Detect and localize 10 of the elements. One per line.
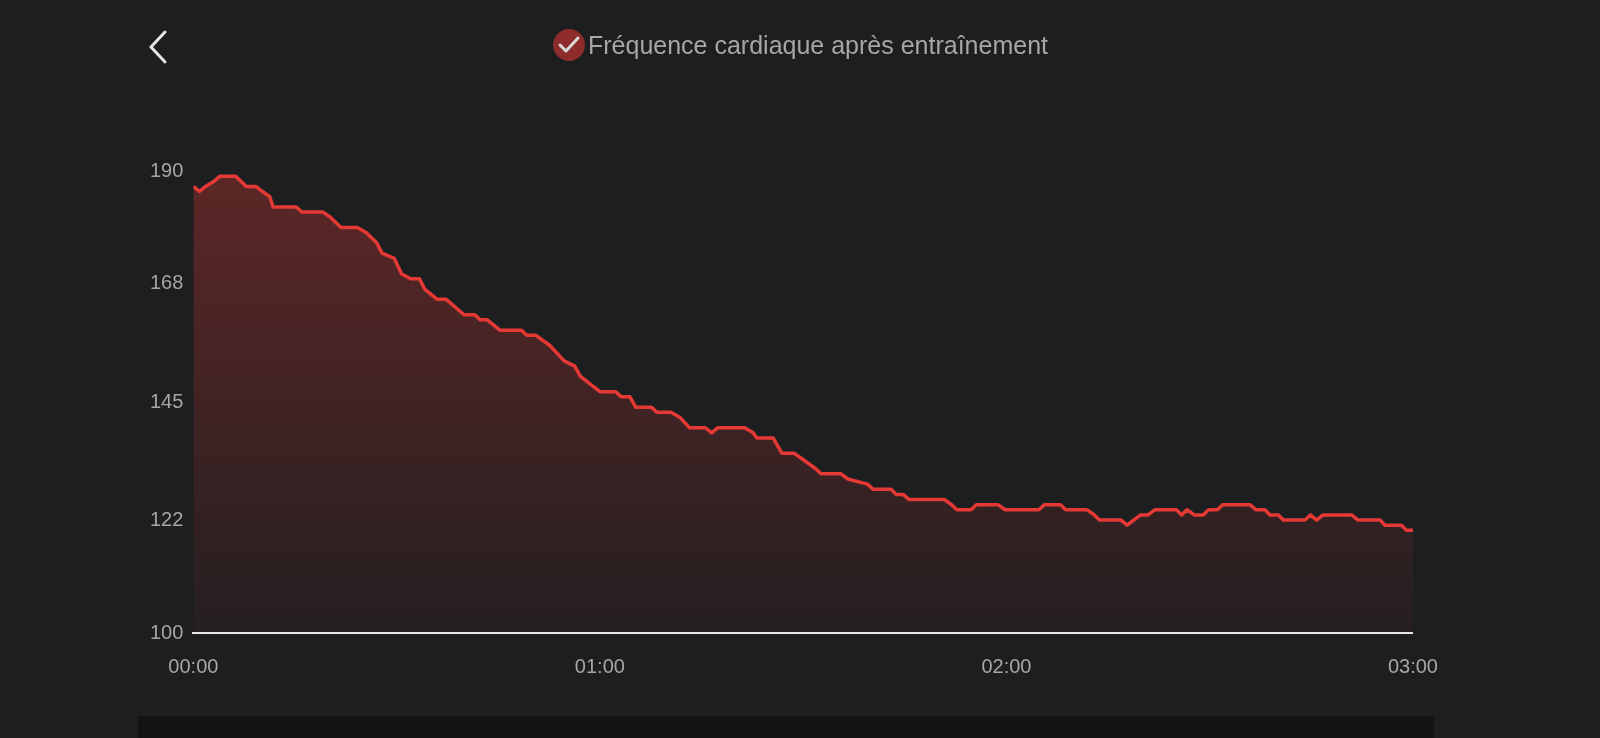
x-tick-label: 00:00 [168, 654, 219, 677]
y-tick-label: 168 [149, 271, 184, 294]
y-tick-label: 145 [149, 389, 184, 412]
y-tick-label: 190 [149, 158, 184, 181]
x-tick-label: 02:00 [981, 654, 1032, 677]
x-tick-label: 03:00 [1387, 654, 1439, 677]
y-tick-label: 122 [149, 507, 184, 530]
y-tick-label: 100 [149, 620, 184, 643]
x-tick-label: 01:00 [574, 654, 625, 677]
chart-title: Fréquence cardiaque après entraînement [587, 30, 1048, 60]
